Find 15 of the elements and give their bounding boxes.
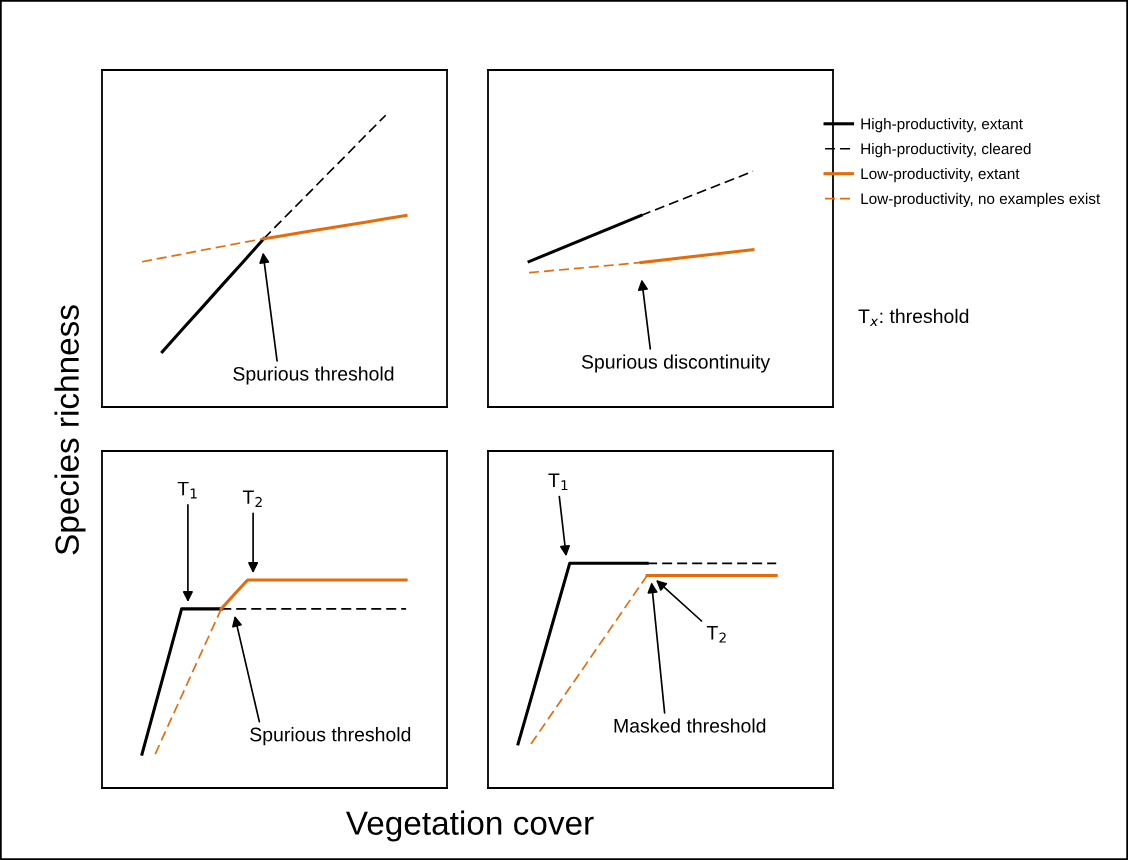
annotation: Spurious threshold (233, 366, 394, 385)
text: T$_{1}$ (177, 481, 197, 499)
y-axis-title: Species richness (54, 305, 86, 555)
annotation: Masked threshold (614, 718, 766, 733)
text: T$_{2}$ (242, 490, 262, 507)
annotation: Spurious discontinuity (581, 354, 771, 373)
legend-label: Low-productivity, extant (861, 167, 1020, 183)
x-axis-title: Vegetation cover (345, 810, 594, 842)
legend-label: High-productivity, extant (861, 118, 1023, 133)
legend-label: High-productivity, cleared (861, 142, 1031, 158)
text: T$_{1}$ (548, 473, 568, 491)
legend-label: Low-productivity, no examples exist (861, 192, 1101, 208)
annotation: T$_{2}$ (706, 626, 726, 643)
text: T$_{x}$: threshold (858, 308, 969, 327)
annotation: Spurious threshold (250, 727, 411, 746)
